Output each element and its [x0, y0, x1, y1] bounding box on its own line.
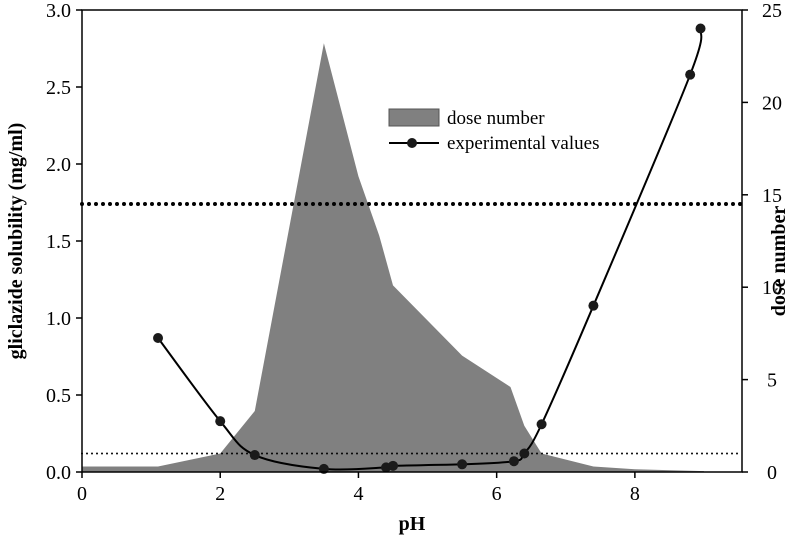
experimental-point-11: [685, 69, 696, 80]
x-tick-label-2: 2: [215, 483, 225, 505]
y-left-tick-label-2.5: 2.5: [46, 77, 71, 99]
legend-label-experimental-values: experimental values: [447, 133, 599, 154]
left-y-axis-title: gliclazide solubility (mg/ml): [5, 123, 27, 360]
experimental-point-0: [153, 333, 164, 344]
experimental-point-8: [519, 448, 530, 459]
dose-number-area: [82, 43, 704, 472]
y-left-tick-label-1.0: 1.0: [46, 308, 71, 330]
experimental-point-1: [215, 416, 226, 427]
experimental-point-2: [249, 450, 260, 461]
x-tick-label-8: 8: [630, 483, 640, 505]
reference-lines-layer: [80, 202, 744, 455]
right-y-axis-title: dose number: [768, 206, 790, 317]
legend-swatch-dose-number: [388, 108, 440, 127]
x-axis-title: pH: [399, 513, 426, 535]
y-right-tick-label-5: 5: [767, 370, 777, 392]
experimental-point-12: [695, 23, 706, 34]
y-left-tick-label-2.0: 2.0: [46, 154, 71, 176]
y-right-tick-label-25: 25: [762, 0, 782, 22]
experimental-point-6: [457, 459, 468, 470]
axes-layer: 0 2 4 6 8 0.0 0.5 1.0 1.5 2.0 2.5 3.0 0 5 10 15 20 25: [46, 0, 782, 505]
legend-label-dose-number: dose number: [447, 108, 545, 129]
experimental-point-10: [588, 300, 599, 311]
y-left-tick-label-0.5: 0.5: [46, 385, 71, 407]
experimental-point-7: [508, 456, 519, 467]
x-tick-label-0: 0: [77, 483, 87, 505]
y-right-tick-label-20: 20: [762, 92, 782, 114]
experimental-values-layer: [153, 23, 706, 474]
y-left-tick-label-0.0: 0.0: [46, 462, 71, 484]
legend: dose number experimental values: [388, 108, 599, 154]
legend-marker-experimental-values: [407, 138, 417, 148]
experimental-point-9: [536, 419, 547, 430]
dose-number-area-layer: [82, 43, 704, 472]
experimental-point-5: [387, 460, 398, 471]
y-right-tick-label-15: 15: [762, 185, 782, 207]
x-tick-label-4: 4: [353, 483, 363, 505]
x-tick-label-6: 6: [492, 483, 502, 505]
y-right-tick-label-10: 10: [762, 277, 782, 299]
y-right-tick-label-0: 0: [767, 462, 777, 484]
y-left-tick-label-1.5: 1.5: [46, 231, 71, 253]
y-left-tick-label-3.0: 3.0: [46, 0, 71, 22]
